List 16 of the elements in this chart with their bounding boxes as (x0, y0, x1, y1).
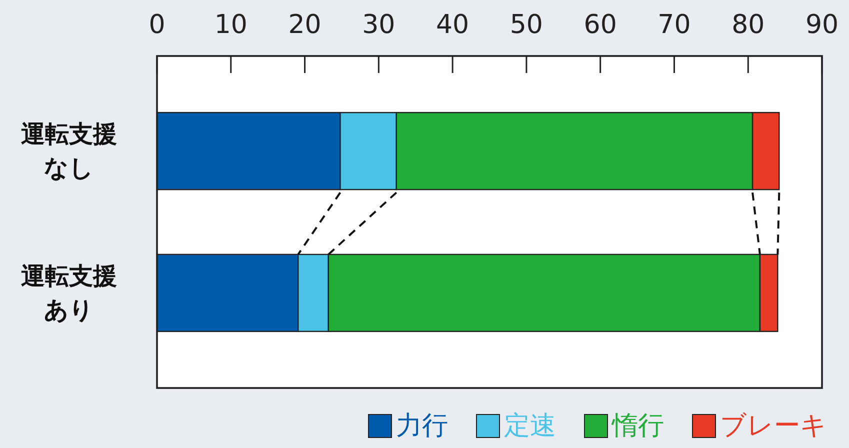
x-tick-label: 20 (288, 10, 322, 40)
x-tick-label: 50 (510, 10, 543, 40)
x-tick-label: 90 (805, 10, 839, 40)
x-tick-label: 10 (214, 10, 248, 40)
x-tick-label: 70 (658, 10, 691, 40)
legend-label: 惰行 (612, 410, 664, 443)
y-tick-label: 運転支援あり (20, 260, 118, 326)
x-tick-label: 80 (732, 10, 765, 40)
x-tick-label: 60 (584, 10, 617, 40)
legend-label: 力行 (396, 410, 448, 443)
legend-label: 定速 (504, 410, 556, 443)
y-tick-label: 運転支援なし (20, 119, 118, 184)
x-tick-label: 0 (148, 10, 166, 40)
legend-label: ブレーキ (720, 410, 827, 443)
x-tick-label: 30 (362, 10, 396, 40)
x-tick-label: 40 (436, 10, 470, 40)
